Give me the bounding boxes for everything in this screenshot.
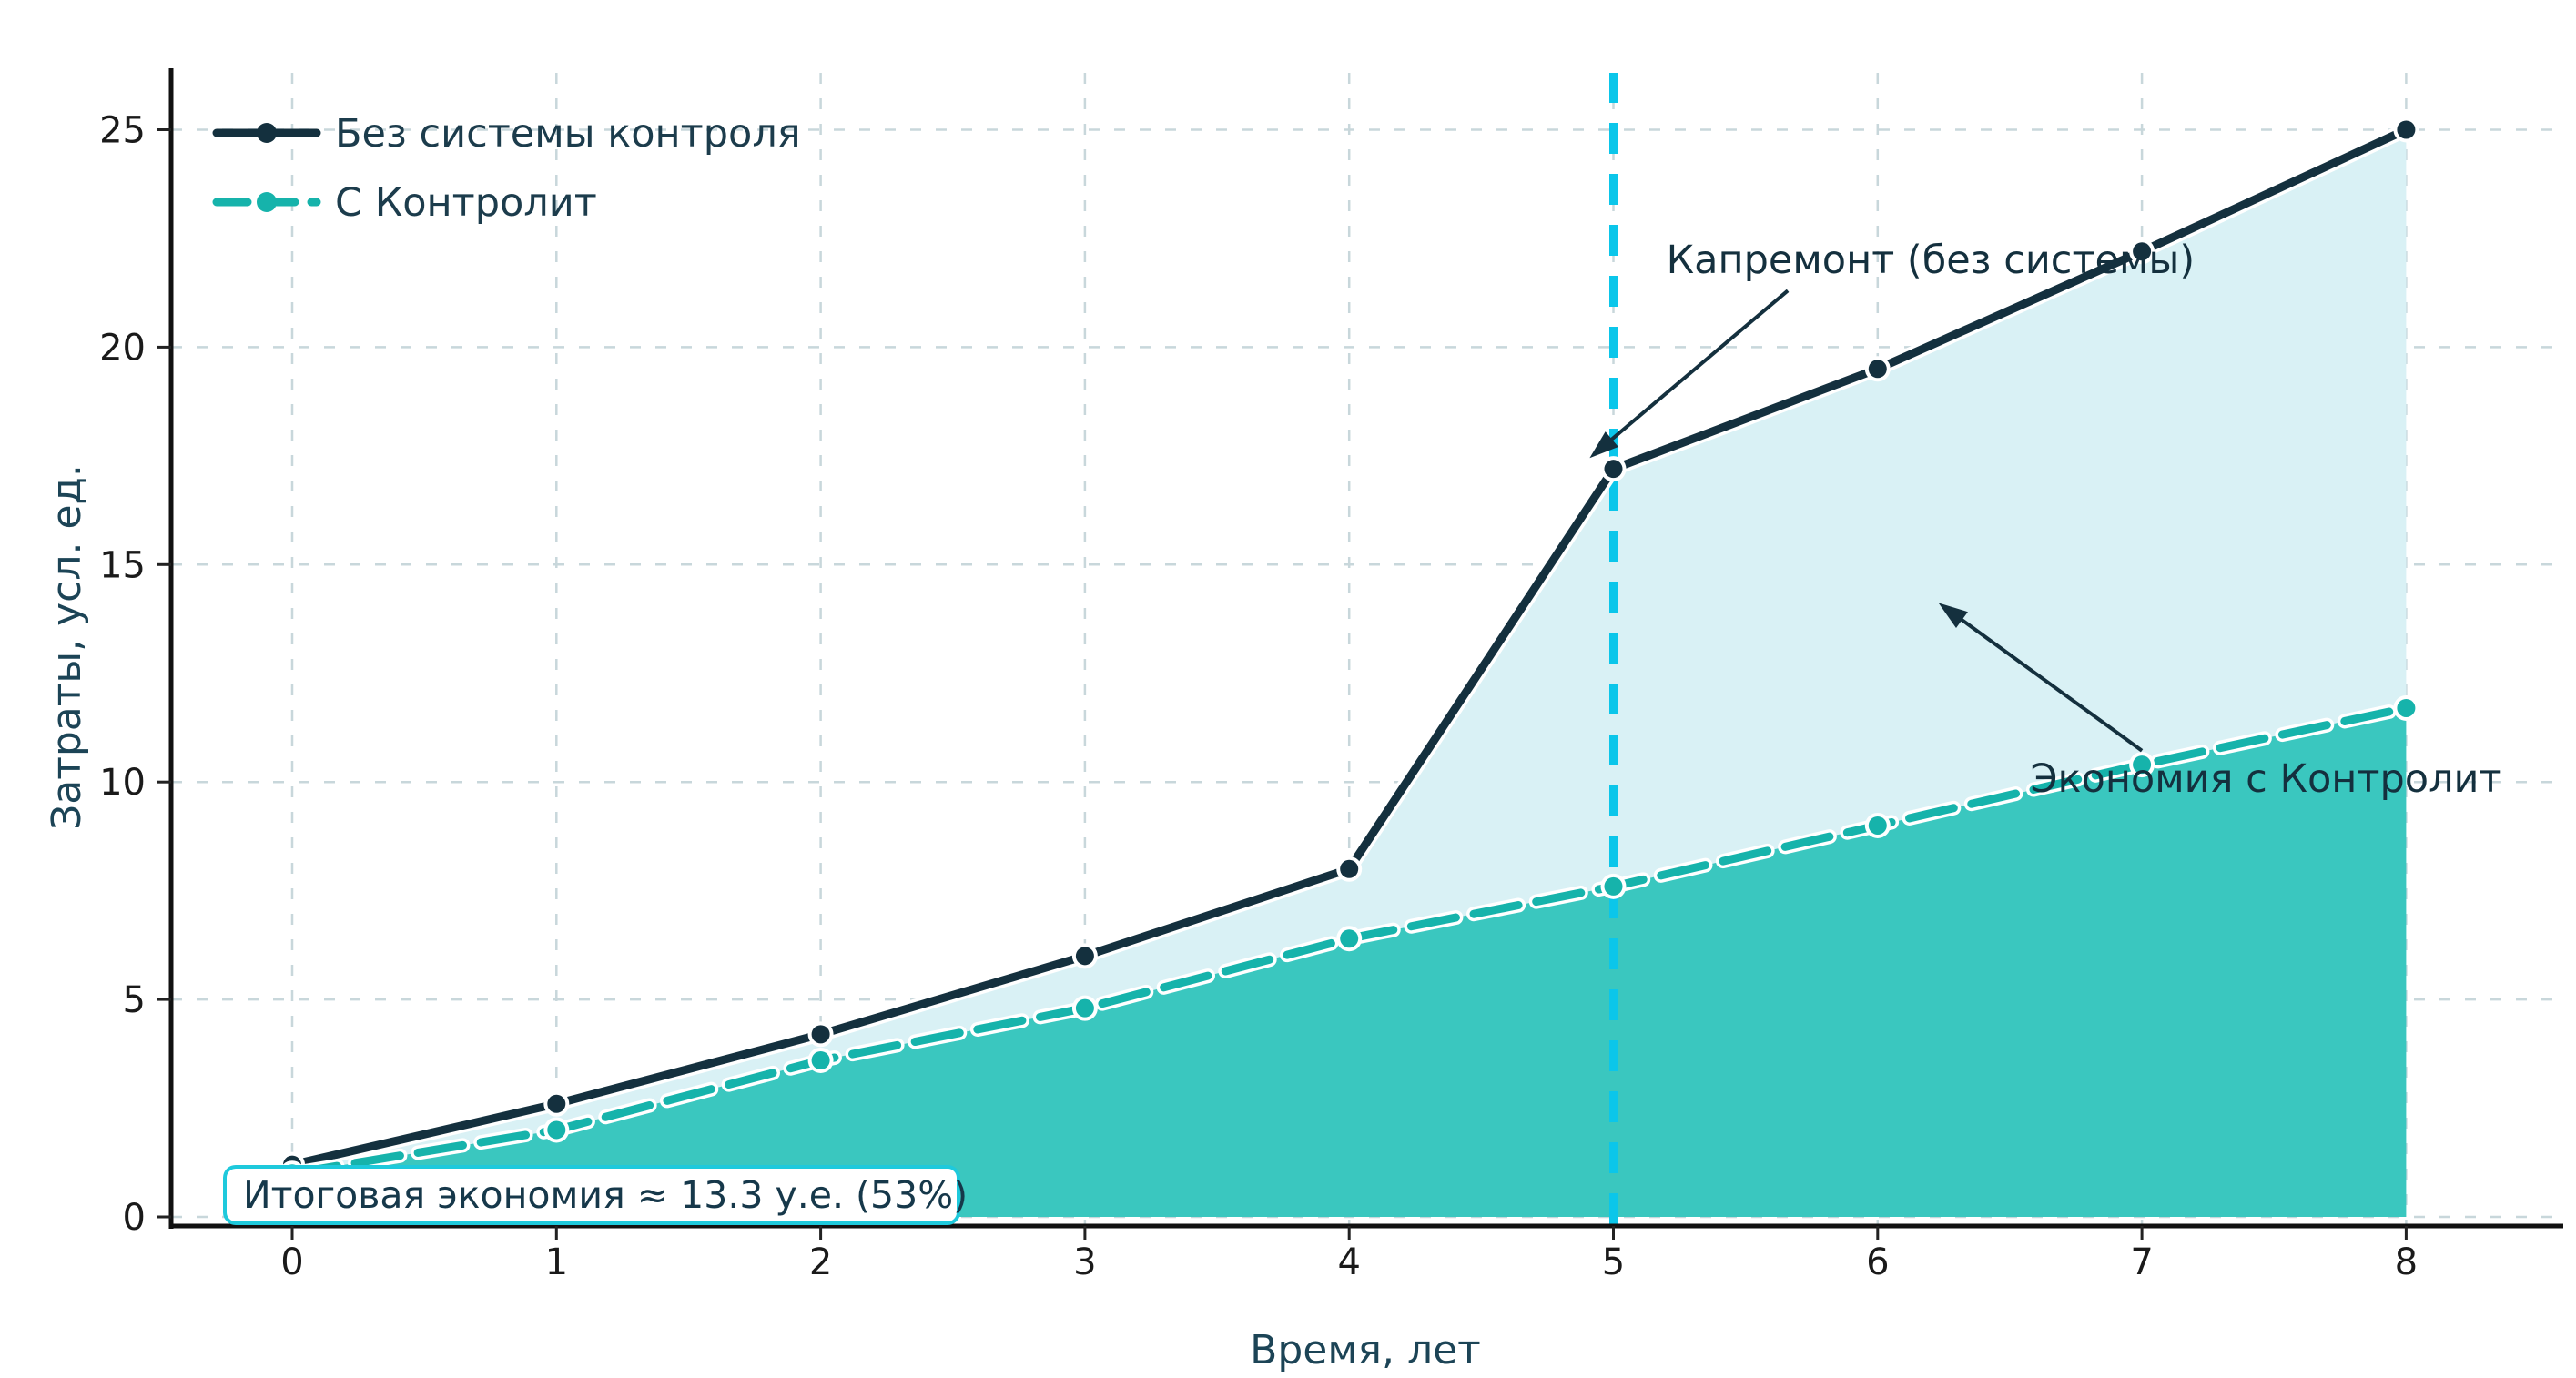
legend-label-with-kontrolit: С Контролит [335,180,597,226]
annotation-arrow-shaft [1954,613,2144,753]
x-tick-label: 2 [809,1241,832,1283]
annotation-overhaul-label: Капремонт (без системы) [1667,238,2196,283]
x-tick-label: 1 [545,1241,568,1283]
y-tick-label: 5 [123,979,146,1021]
x-tick-label: 7 [2130,1241,2153,1283]
x-tick-label: 4 [1337,1241,1360,1283]
annotation-arrow-shaft [1605,289,1790,446]
tick-labels: 0 1 2 3 4 5 6 7 8 0 5 10 15 20 25 [99,110,2418,1284]
data-point [1075,998,1094,1018]
area-fills [292,129,2407,1217]
data-point [1604,460,1623,479]
x-tick-label: 6 [1866,1241,1889,1283]
data-point [1868,360,1887,379]
savings-area-fill [292,129,2407,1174]
x-tick-label: 3 [1073,1241,1096,1283]
y-tick-label: 25 [99,110,146,152]
y-tick-label: 20 [99,327,146,369]
axes-spines-ticks [157,68,2563,1240]
data-series [279,117,2419,1187]
annotation-arrow-head [1589,431,1618,459]
data-point [1340,859,1359,878]
legend-entry-without-system: Без системы контроля [212,111,801,157]
x-tick-label: 8 [2395,1241,2418,1283]
data-point [547,1120,566,1140]
data-point [547,1094,566,1113]
y-tick-label: 0 [123,1197,146,1239]
data-point [1075,947,1094,966]
note-box-text: Итоговая экономия ≈ 13.3 у.е. (53%) [243,1173,968,1217]
x-tick-label: 0 [280,1241,303,1283]
legend-label-without-system: Без системы контроля [335,111,801,157]
legend-entry-with-kontrolit: С Контролит [212,180,597,226]
legend-marker-dot [257,192,277,212]
y-tick-label: 15 [99,544,146,586]
y-axis-label: Затраты, усл. ед. [44,464,90,830]
y-tick-label: 10 [99,762,146,804]
data-point [2133,242,2152,261]
data-point [2397,120,2416,139]
x-tick-label: 5 [1602,1241,1625,1283]
note-box-frame [223,1165,960,1225]
legend-marker-dot [257,123,277,143]
legend: Без системы контроля С Контролит [212,111,801,226]
data-point [2133,755,2152,775]
data-point [811,1025,830,1044]
x-axis-label: Время, лет [1250,1327,1481,1373]
data-point [2397,698,2416,717]
data-point [1868,816,1887,835]
annotation-savings-label: Экономия с Контролит [2031,756,2502,802]
annotation-arrow-head [1938,603,1968,629]
data-point [1604,876,1623,896]
total-savings-note-box: Итоговая экономия ≈ 13.3 у.е. (53%) [223,1165,968,1225]
data-point [811,1050,830,1069]
annotation-arrows [1589,289,2144,753]
data-point [1340,929,1359,948]
